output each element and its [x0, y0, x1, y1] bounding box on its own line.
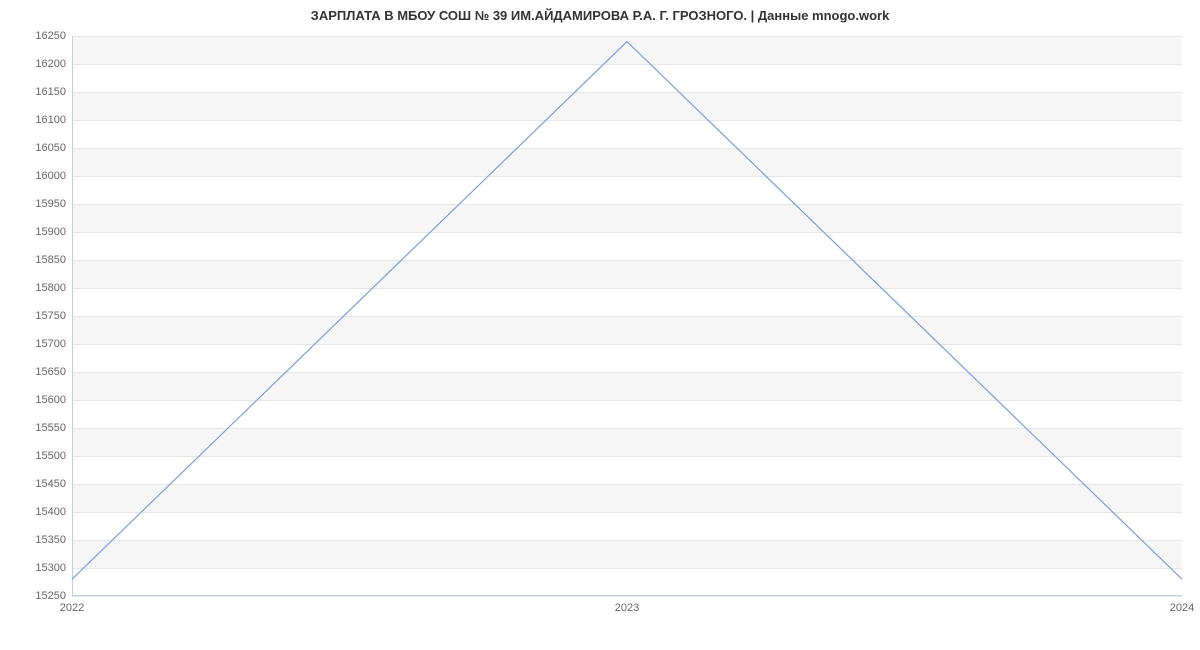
grid-line	[72, 596, 1182, 597]
x-tick-label: 2023	[615, 602, 639, 614]
plot-area: 1525015300153501540015450155001555015600…	[72, 36, 1182, 596]
y-tick-label: 15800	[35, 282, 66, 294]
series-line-salary	[72, 42, 1182, 580]
y-tick-label: 16250	[35, 30, 66, 42]
salary-line-chart: ЗАРПЛАТА В МБОУ СОШ № 39 ИМ.АЙДАМИРОВА Р…	[0, 0, 1200, 650]
y-tick-label: 15850	[35, 254, 66, 266]
y-tick-label: 15600	[35, 394, 66, 406]
y-tick-label: 15400	[35, 506, 66, 518]
y-tick-label: 16000	[35, 170, 66, 182]
y-tick-label: 15550	[35, 422, 66, 434]
y-tick-label: 15700	[35, 338, 66, 350]
y-tick-label: 16200	[35, 58, 66, 70]
series-layer	[72, 36, 1182, 596]
y-tick-label: 16150	[35, 86, 66, 98]
y-tick-label: 15450	[35, 478, 66, 490]
x-tick-label: 2024	[1170, 602, 1194, 614]
y-tick-label: 16100	[35, 114, 66, 126]
y-tick-label: 16050	[35, 142, 66, 154]
y-tick-label: 15900	[35, 226, 66, 238]
y-tick-label: 15500	[35, 450, 66, 462]
y-tick-label: 15750	[35, 310, 66, 322]
y-tick-label: 15350	[35, 534, 66, 546]
y-tick-label: 15300	[35, 562, 66, 574]
y-tick-label: 15250	[35, 590, 66, 602]
chart-title: ЗАРПЛАТА В МБОУ СОШ № 39 ИМ.АЙДАМИРОВА Р…	[0, 8, 1200, 23]
y-tick-label: 15650	[35, 366, 66, 378]
x-tick-label: 2022	[60, 602, 84, 614]
y-tick-label: 15950	[35, 198, 66, 210]
